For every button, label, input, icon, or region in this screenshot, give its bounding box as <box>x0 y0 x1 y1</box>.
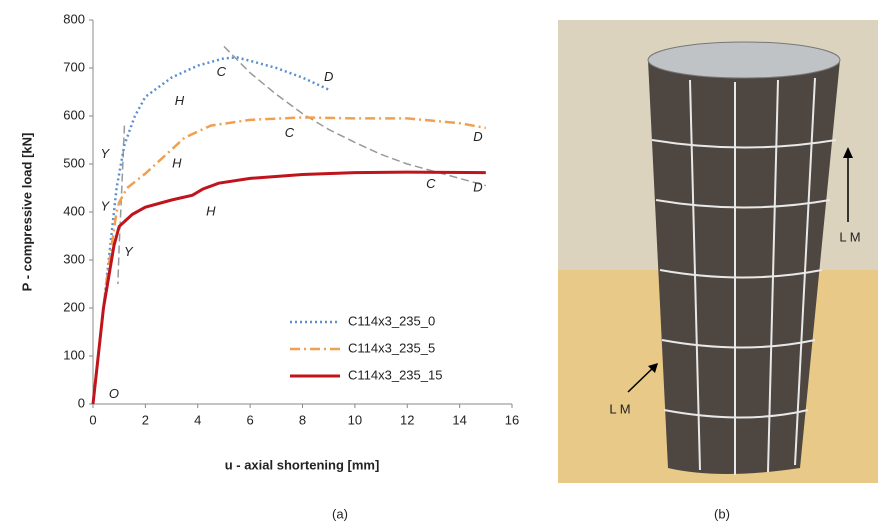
legend-label: C114x3_235_15 <box>348 367 442 382</box>
annotation: Y <box>124 244 134 259</box>
annotation: H <box>172 155 182 170</box>
x-tick-label: 16 <box>505 412 519 427</box>
y-tick-label: 300 <box>63 251 85 266</box>
annotation: H <box>175 93 185 108</box>
legend-label: C114x3_235_0 <box>348 313 435 328</box>
arrow <box>627 365 656 393</box>
photo-label: L M <box>609 401 630 416</box>
y-tick-label: 0 <box>78 395 85 410</box>
caption: (a) <box>332 506 348 521</box>
x-tick-label: 14 <box>452 412 466 427</box>
annotation: Y <box>100 146 110 161</box>
y-tick-label: 400 <box>63 203 85 218</box>
specimen-top <box>647 41 841 79</box>
guide-line <box>117 125 126 285</box>
y-tick-label: 600 <box>63 107 85 122</box>
y-tick-label: 800 <box>63 11 85 26</box>
photo: L M L M <box>558 20 878 483</box>
x-tick-label: 8 <box>299 412 306 427</box>
y-tick-label: 700 <box>63 59 85 74</box>
y-axis-label: P - compressive load [kN] <box>19 133 34 292</box>
annotation: H <box>206 203 216 218</box>
grid-marks <box>651 77 837 475</box>
series-line <box>91 56 330 405</box>
x-tick-label: 0 <box>89 412 96 427</box>
x-tick-label: 10 <box>348 412 362 427</box>
annotation: D <box>473 129 482 144</box>
y-tick-label: 100 <box>63 347 85 362</box>
photo-label: L M <box>839 229 860 244</box>
annotation: O <box>109 386 119 401</box>
x-tick-label: 4 <box>194 412 201 427</box>
annotation: C <box>426 176 436 191</box>
y-tick-label: 200 <box>63 299 85 314</box>
series-line <box>91 170 486 405</box>
x-tick-label: 6 <box>247 412 254 427</box>
specimen <box>648 60 840 474</box>
annotation: D <box>473 179 482 194</box>
y-tick-label: 500 <box>63 155 85 170</box>
chart: 0 100 200 300 400 500 600 700 800 0 2 4 6 8 10 12 14 16 O Y… <box>63 11 519 427</box>
x-tick-label: 2 <box>142 412 149 427</box>
annotation: C <box>285 125 295 140</box>
caption: (b) <box>714 506 730 521</box>
x-tick-label: 12 <box>400 412 414 427</box>
x-axis-label: u - axial shortening [mm] <box>225 457 380 472</box>
annotation: D <box>324 69 333 84</box>
arrowhead <box>843 147 853 158</box>
guide-line <box>223 45 487 187</box>
series-line <box>91 116 487 405</box>
annotation: Y <box>100 199 110 214</box>
arrowhead <box>648 363 658 373</box>
annotation: C <box>217 64 227 79</box>
legend-label: C114x3_235_5 <box>348 340 435 355</box>
